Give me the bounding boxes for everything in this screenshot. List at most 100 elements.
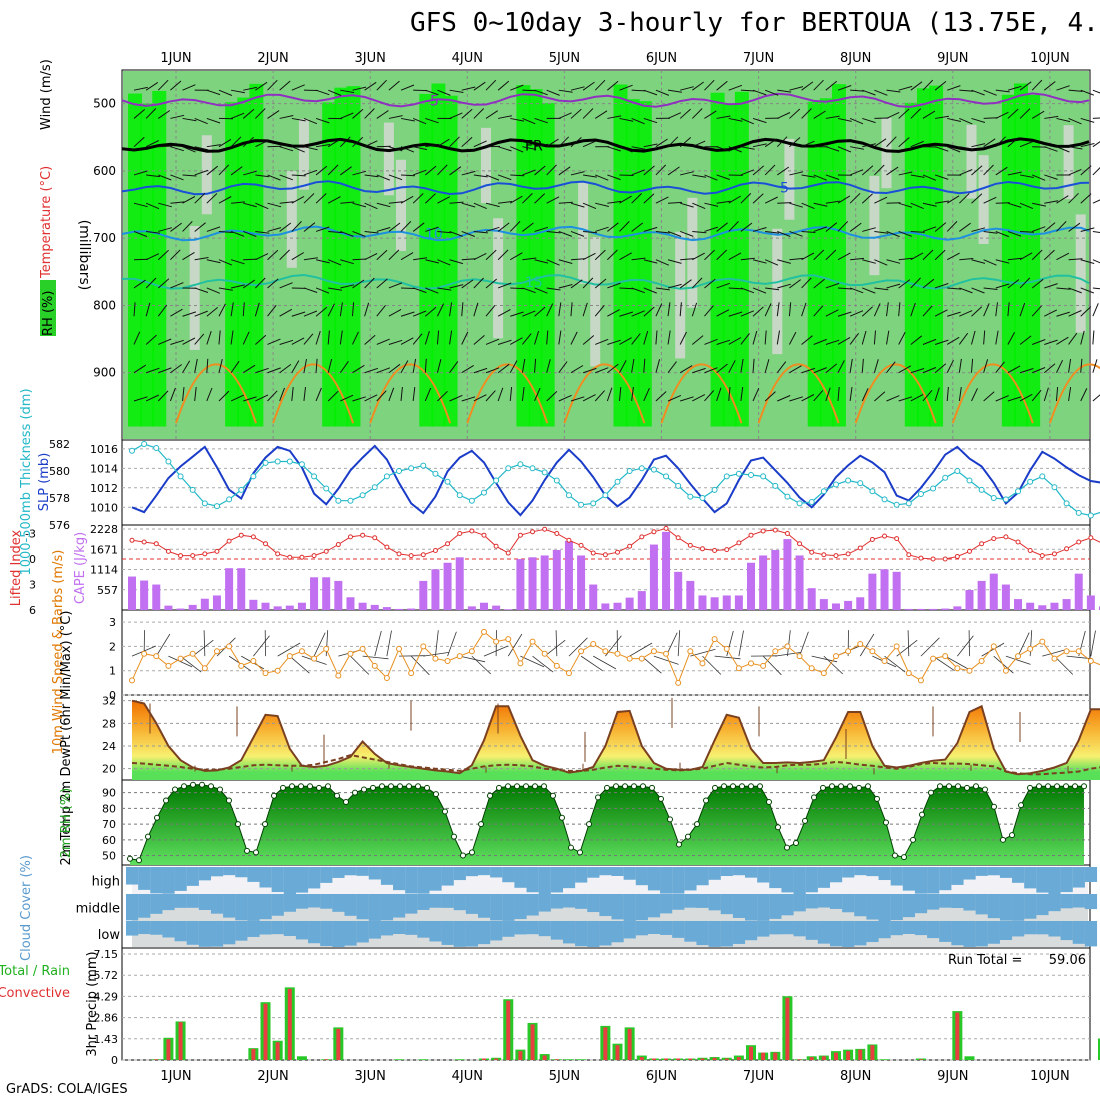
cloud-cell: [490, 894, 503, 921]
wind-barb: [218, 259, 233, 266]
cape-bar: [395, 608, 404, 610]
wind-barb: [388, 146, 403, 152]
wind-barb: [595, 226, 609, 232]
wind-barb: [1019, 141, 1034, 148]
wind-barb: [825, 387, 831, 402]
thickness-point: [1002, 496, 1009, 503]
lifted-index-point: [748, 532, 754, 538]
wind-barb: [886, 230, 900, 238]
credit-text: GrADS: COLA/IGES: [6, 1082, 128, 1097]
cape-bar: [965, 590, 974, 610]
lifted-index-point: [542, 526, 548, 532]
wind-barb: [1031, 305, 1042, 317]
wind10-point: [505, 636, 512, 643]
wind10-barb: [920, 637, 940, 657]
wind-barb: [388, 282, 403, 289]
wind-barb: [449, 201, 464, 204]
wind-barb: [424, 330, 430, 345]
rh2m-point: [145, 833, 151, 840]
wind-barb: [509, 360, 518, 373]
wind-barb: [1080, 287, 1094, 294]
wind-barb: [182, 337, 196, 345]
wind-barb: [934, 387, 940, 402]
wind-barb: [1068, 168, 1082, 176]
wind-barb: [570, 258, 585, 261]
cloud-cell: [368, 894, 381, 921]
wind-barb: [206, 193, 218, 204]
wind-barb: [497, 222, 510, 232]
cloud-cell: [283, 894, 296, 912]
cloud-cell: [162, 867, 175, 894]
wind-barb: [206, 89, 221, 96]
rh2m-point: [766, 799, 772, 806]
rh2m-point: [208, 783, 214, 790]
y-tick-label-cape: 2228: [90, 523, 118, 536]
wind-barb: [218, 230, 233, 233]
wind-barb: [158, 338, 172, 345]
wind-barb: [837, 287, 852, 290]
precip-conv-bar: [494, 1058, 499, 1060]
wind-barb: [995, 136, 1006, 148]
lifted-index-point: [299, 554, 305, 560]
rh2m-point: [838, 783, 844, 790]
y-axis-label-cloud: Cloud Cover (%): [19, 855, 34, 961]
wind-barb: [145, 367, 160, 374]
lifted-index-point: [869, 536, 875, 542]
wind-barb: [752, 358, 755, 373]
wind-barb: [145, 334, 157, 345]
wind10-point: [808, 665, 815, 672]
cloud-cell: [562, 867, 576, 889]
wind-barb: [801, 394, 815, 402]
rh2m-point: [379, 783, 385, 790]
wind-barb: [861, 388, 869, 402]
wind-barb: [1092, 394, 1100, 402]
cloud-cell: [575, 894, 588, 909]
wind-barb: [801, 277, 812, 289]
wind10-barb: [1042, 648, 1068, 657]
cape-bar: [783, 539, 792, 610]
wind-barb: [704, 367, 718, 374]
thickness-point: [1039, 473, 1046, 480]
wind10-barb: [520, 655, 545, 668]
wind-barb: [995, 395, 1009, 402]
wind-barb: [570, 137, 582, 148]
lifted-index-point: [809, 549, 815, 555]
rh-dry-streak: [396, 159, 407, 251]
wind-barb: [206, 307, 219, 317]
wind10-barb: [155, 633, 171, 657]
rh2m-point: [676, 841, 682, 848]
wind10-point: [578, 648, 585, 655]
cloud-cell: [477, 894, 491, 918]
cape-bar: [686, 580, 695, 610]
wind-barb: [631, 193, 642, 204]
wind-barb: [946, 252, 960, 261]
wind-barb: [1080, 358, 1083, 373]
wind-barb: [886, 283, 901, 289]
wind-barb: [582, 394, 596, 402]
lifted-index-point: [918, 555, 924, 561]
wind-barb: [497, 387, 504, 402]
rh2m-point: [847, 783, 853, 790]
lifted-index-point: [979, 541, 985, 547]
wind-barb: [388, 201, 403, 204]
wind-barb: [850, 257, 865, 261]
wind-barb: [315, 89, 330, 96]
wind-barb: [400, 195, 414, 204]
wind-barb: [825, 115, 840, 119]
cape-bar: [249, 599, 258, 610]
wind-barb: [716, 363, 728, 374]
wind-barb: [145, 202, 160, 210]
thickness-point: [602, 492, 609, 499]
wind-barb: [243, 170, 257, 176]
cloud-cell: [696, 921, 709, 946]
wind-barb: [243, 258, 258, 261]
wind-barb: [1092, 359, 1098, 373]
precip-conv-bar: [530, 1024, 535, 1060]
cloud-cell: [684, 867, 697, 891]
rh2m-point: [775, 824, 781, 831]
thickness-point: [723, 473, 730, 480]
lifted-index-point: [736, 540, 742, 546]
wind-barb: [886, 259, 901, 264]
wind-barb: [1092, 141, 1100, 148]
cape-bar: [370, 604, 379, 610]
